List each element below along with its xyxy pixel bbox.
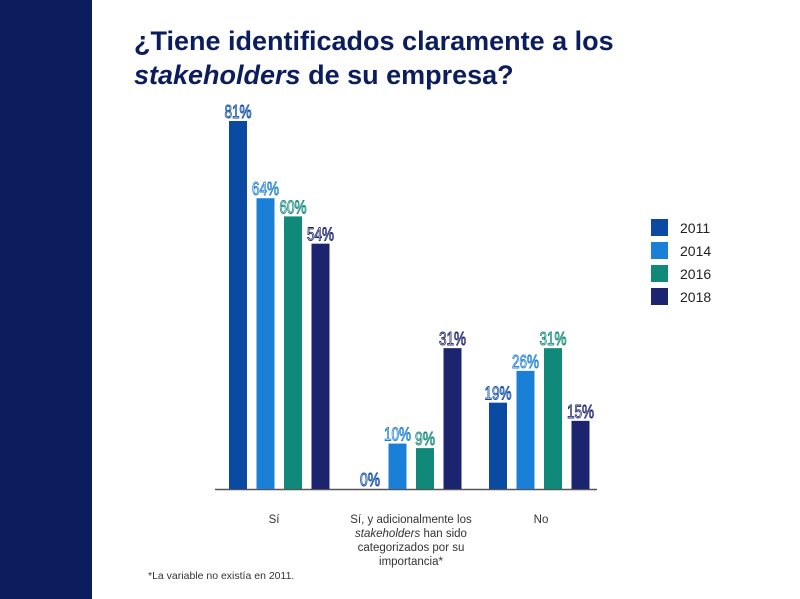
legend-swatch-2016 [651, 265, 668, 282]
legend-item-2018: 2018 [651, 285, 711, 308]
x-label-si: Sí [244, 513, 304, 527]
x-label-no: No [511, 513, 571, 527]
bar-2011-cat3 [489, 402, 507, 489]
data-label-2016-cat1: 60% [280, 197, 307, 217]
legend-item-2016: 2016 [651, 262, 711, 285]
x-label-cat2-stakeholders: stakeholders [355, 528, 421, 540]
data-label-2016-cat3: 31% [540, 329, 567, 349]
page-title: ¿Tiene identificados claramente a los st… [134, 24, 754, 92]
x-label-cat2-line3: categorizados por su [357, 542, 465, 554]
data-label-2014-cat3: 26% [512, 352, 539, 372]
legend-label-2014: 2014 [680, 242, 712, 259]
bar-2014-cat1 [256, 198, 275, 490]
data-label-2018-cat1: 54% [307, 225, 334, 245]
legend-label-2016: 2016 [680, 265, 712, 282]
title-line1: ¿Tiene identificados claramente a los [134, 26, 614, 56]
legend-item-2011: 2011 [651, 216, 711, 239]
data-label-2014-cat1: 64% [252, 179, 279, 199]
data-label-2016-cat2: 9% [415, 429, 435, 449]
data-label-2014-cat2: 10% [384, 425, 411, 445]
chart-legend: 2011 2014 2016 2018 [651, 216, 711, 308]
legend-label-2018: 2018 [680, 288, 712, 305]
legend-label-2011: 2011 [680, 219, 711, 236]
bar-2014-cat2 [388, 443, 407, 489]
bar-2018-cat2 [443, 348, 462, 489]
bar-2016-cat2 [416, 448, 434, 489]
x-label-si-text: Sí [268, 514, 280, 526]
title-stakeholders: stakeholders [134, 60, 301, 90]
bar-2018-cat3 [571, 420, 590, 489]
legend-swatch-2018 [651, 288, 668, 305]
data-label-2011-cat2: 0% [360, 470, 380, 490]
data-label-2018-cat2: 31% [439, 329, 466, 349]
legend-item-2014: 2014 [651, 239, 711, 262]
legend-swatch-2014 [651, 242, 668, 259]
sidebar-band [0, 0, 92, 599]
data-label-2011-cat3: 19% [485, 384, 512, 404]
footnote: *La variable no existía en 2011. [148, 570, 295, 582]
x-label-cat2-line2-rest: han sido [420, 528, 467, 540]
title-line2-rest: de su empresa? [300, 60, 514, 90]
bar-2014-cat3 [516, 370, 535, 489]
x-label-cat2-line4: importancia* [379, 556, 443, 568]
bar-2016-cat1 [284, 216, 302, 489]
data-label-2018-cat3: 15% [567, 402, 594, 422]
bar-2018-cat1 [311, 243, 330, 489]
data-label-2011-cat1: 81% [225, 102, 252, 122]
x-label-categorizados: Sí, y adicionalmente los stakeholders ha… [331, 513, 491, 569]
x-label-cat2-line1: Sí, y adicionalmente los [350, 514, 472, 526]
bar-2016-cat3 [544, 348, 562, 489]
bar-2011-cat1 [229, 121, 247, 489]
legend-swatch-2011 [651, 219, 668, 236]
x-label-no-text: No [533, 514, 549, 526]
